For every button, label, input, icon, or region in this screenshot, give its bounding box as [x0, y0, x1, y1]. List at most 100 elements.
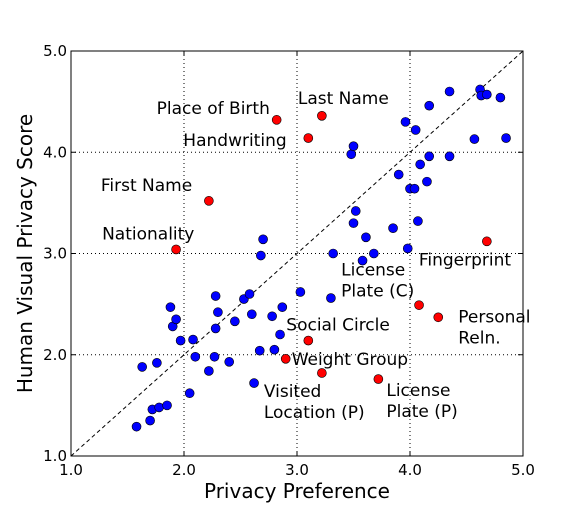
data-point-blue — [213, 307, 223, 318]
data-point-blue — [165, 302, 176, 312]
data-point-blue — [469, 134, 480, 144]
data-point-blue — [137, 362, 147, 372]
diagonal-reference-line — [70, 50, 524, 457]
data-point-blue — [275, 329, 285, 340]
data-point-blue — [249, 378, 259, 388]
data-point-blue — [346, 149, 357, 160]
y-tick-label: 2.0 — [43, 346, 67, 364]
x-tick-label: 5.0 — [511, 461, 535, 479]
data-point-blue — [369, 248, 379, 259]
annotation-line: Handwriting — [183, 131, 286, 151]
data-points — [131, 84, 511, 432]
data-point-blue — [190, 351, 201, 362]
data-point-blue — [295, 287, 306, 297]
y-axis-label: Human Visual Privacy Score — [13, 114, 37, 393]
data-point-blue — [357, 255, 368, 266]
data-point-blue — [424, 100, 435, 111]
annotation-line: Nationality — [102, 224, 194, 244]
annotation-label: License Plate (C) — [341, 261, 414, 302]
annotation-label: Last Name — [298, 89, 389, 109]
data-point-blue — [152, 358, 162, 368]
annotation-label: Handwriting — [183, 131, 286, 151]
y-tick-label: 1.0 — [43, 447, 67, 465]
data-point-blue — [224, 357, 234, 367]
data-point-red — [373, 374, 384, 384]
data-point-blue — [145, 415, 155, 426]
data-point-red — [303, 133, 314, 143]
annotation-line: Fingerprint — [419, 250, 512, 270]
data-point-blue — [267, 311, 277, 322]
data-point-blue — [350, 206, 361, 216]
data-point-blue — [348, 141, 359, 151]
x-tick-label: 1.0 — [59, 461, 83, 479]
data-point-blue — [422, 176, 432, 187]
annotation-line: License — [386, 381, 450, 401]
data-point-red — [303, 335, 314, 346]
data-point-red — [317, 111, 327, 121]
annotation-label: Visited Location (P) — [264, 382, 365, 423]
annotation-line: Location (P) — [264, 403, 365, 423]
data-point-blue — [410, 125, 421, 135]
y-tick-label: 3.0 — [43, 245, 67, 263]
data-point-blue — [400, 117, 411, 127]
data-point-red — [271, 115, 282, 125]
annotation-line: Visited — [264, 382, 321, 402]
annotation-line: Plate (P) — [386, 402, 457, 422]
data-point-red — [482, 236, 492, 247]
annotations: Nationality First Name Place of Birth Handw… — [101, 89, 531, 423]
data-point-blue — [230, 316, 240, 327]
x-tick-label: 4.0 — [398, 461, 422, 479]
y-tick-label: 4.0 — [43, 143, 67, 161]
data-point-blue — [184, 388, 195, 399]
annotation-line: Place of Birth — [157, 99, 270, 119]
data-point-blue — [209, 351, 220, 362]
annotation-line: Personal — [458, 307, 530, 327]
data-point-blue — [210, 291, 221, 301]
axis-ticks: 1.0 2.0 3.0 4.0 5.0 1.0 2.0 3.0 4.0 5.0 — [43, 42, 535, 479]
data-point-blue — [388, 223, 398, 233]
data-point-red — [280, 353, 291, 364]
annotation-label: First Name — [101, 176, 192, 196]
data-point-red — [171, 244, 181, 255]
annotation-line: Reln. — [458, 328, 500, 348]
data-point-blue — [162, 400, 172, 411]
data-point-blue — [424, 151, 435, 162]
data-point-red — [317, 368, 327, 378]
data-point-blue — [154, 402, 164, 413]
data-point-blue — [171, 314, 181, 325]
annotation-line: Plate (C) — [341, 282, 414, 302]
data-point-blue — [409, 183, 420, 194]
data-point-blue — [204, 366, 214, 376]
annotation-line: Weight Group — [292, 350, 408, 370]
y-tick-label: 5.0 — [43, 42, 67, 60]
data-point-blue — [258, 234, 268, 245]
data-point-blue — [256, 250, 266, 261]
data-point-blue — [244, 289, 255, 299]
data-point-blue — [495, 92, 506, 103]
data-point-blue — [131, 421, 142, 432]
data-point-blue — [393, 169, 404, 180]
data-point-blue — [277, 302, 288, 312]
data-point-blue — [326, 293, 336, 303]
annotation-line: License — [341, 261, 405, 281]
data-point-blue — [361, 232, 371, 243]
data-point-blue — [501, 133, 511, 143]
data-point-blue — [247, 309, 257, 320]
data-point-blue — [348, 218, 359, 228]
data-point-red — [204, 196, 214, 206]
annotation-line: First Name — [101, 176, 192, 196]
data-point-blue — [413, 216, 423, 226]
data-point-blue — [269, 344, 280, 355]
data-point-blue — [402, 243, 413, 254]
annotation-label: Social Circle — [286, 316, 390, 336]
data-point-blue — [175, 335, 186, 346]
x-tick-label: 3.0 — [285, 461, 309, 479]
data-point-blue — [210, 323, 221, 334]
annotation-label: Nationality — [102, 224, 194, 244]
annotation-label: Fingerprint — [419, 250, 512, 270]
data-point-blue — [444, 151, 455, 162]
data-point-blue — [254, 345, 265, 356]
annotation-label: Weight Group — [292, 350, 408, 370]
x-tick-label: 2.0 — [172, 461, 196, 479]
